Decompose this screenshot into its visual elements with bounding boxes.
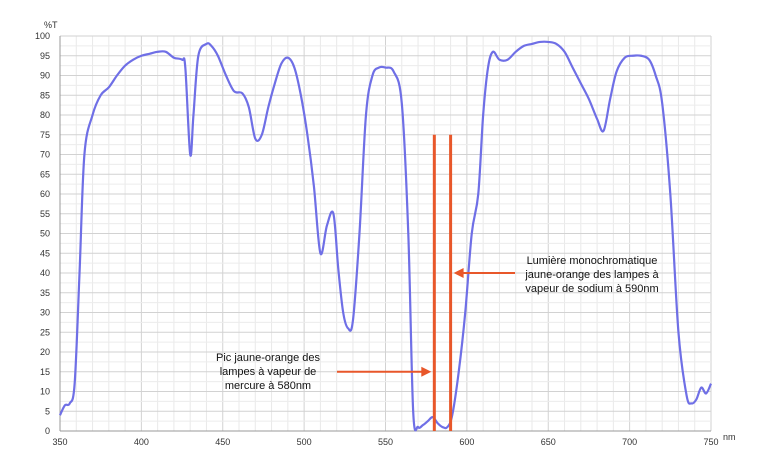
- y-tick-label: 35: [40, 288, 50, 298]
- y-tick-label: 30: [40, 308, 50, 318]
- axes: 350 400 450 500 550 600 650 700 750 0 5 10 15 20 25 30 3…: [35, 31, 719, 447]
- y-tick-label: 10: [40, 387, 50, 397]
- sodium-annotation-line: Lumière monochromatique: [527, 255, 658, 267]
- mercury-annotation-line: Pic jaune-orange des: [216, 352, 320, 364]
- y-tick-label: 90: [40, 71, 50, 81]
- transmission-line: [59, 40, 713, 432]
- y-tick-label: 55: [40, 209, 50, 219]
- y-tick-label: 20: [40, 347, 50, 357]
- x-tick-label: 600: [459, 437, 474, 447]
- grid: [59, 35, 712, 432]
- sodium-annotation-line: jaune-orange des lampes à: [524, 269, 659, 281]
- y-tick-label: 40: [40, 268, 50, 278]
- x-tick-label: 500: [297, 437, 312, 447]
- sodium-annotation-line: vapeur de sodium à 590nm: [525, 283, 658, 295]
- y-tick-label: 60: [40, 189, 50, 199]
- mercury-annotation-line: mercure à 580nm: [225, 380, 311, 392]
- y-tick-label: 50: [40, 229, 50, 239]
- mercury-arrow-head: [421, 366, 432, 377]
- y-tick-label: 75: [40, 130, 50, 140]
- x-tick-label: 400: [134, 437, 149, 447]
- x-tick-label: 750: [703, 437, 718, 447]
- y-tick-label: 15: [40, 367, 50, 377]
- x-axis-label: nm: [723, 432, 736, 442]
- y-tick-label: 0: [45, 426, 50, 436]
- y-axis-label: %T: [44, 20, 58, 30]
- x-tick-label: 550: [378, 437, 393, 447]
- annotations: Lumière monochromatique jaune-orange des …: [216, 255, 660, 392]
- y-tick-label: 65: [40, 169, 50, 179]
- y-tick-label: 100: [35, 31, 50, 41]
- y-tick-label: 70: [40, 150, 50, 160]
- y-tick-label: 45: [40, 248, 50, 258]
- sodium-arrow-head: [453, 268, 464, 278]
- y-tick-label: 95: [40, 51, 50, 61]
- mercury-annotation-line: lampes à vapeur de: [220, 366, 317, 378]
- y-tick-label: 5: [45, 406, 50, 416]
- y-tick-label: 85: [40, 90, 50, 100]
- y-tick-label: 80: [40, 110, 50, 120]
- x-tick-label: 350: [52, 437, 67, 447]
- x-tick-label: 450: [215, 437, 230, 447]
- y-tick-label: 25: [40, 327, 50, 337]
- marker-lines: [432, 134, 453, 431]
- x-tick-label: 650: [541, 437, 556, 447]
- x-tick-label: 700: [622, 437, 637, 447]
- series: [59, 40, 713, 432]
